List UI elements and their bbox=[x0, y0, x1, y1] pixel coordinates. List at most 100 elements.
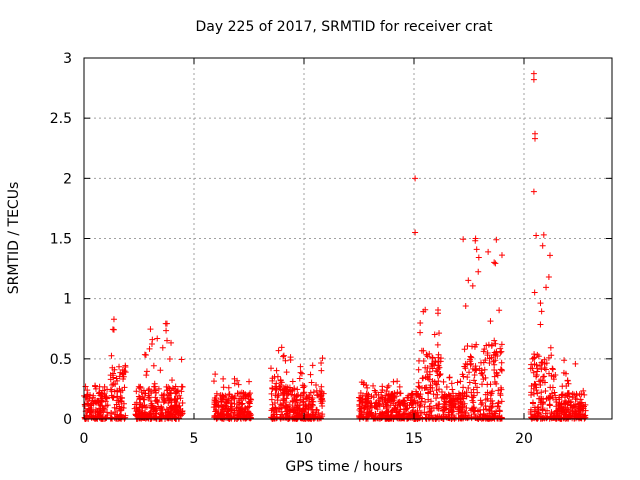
data-point bbox=[316, 387, 323, 394]
data-point bbox=[409, 407, 416, 414]
data-point bbox=[448, 380, 455, 387]
y-tick-label: 0 bbox=[63, 412, 72, 428]
data-point bbox=[114, 411, 121, 418]
data-point bbox=[143, 372, 150, 379]
data-point bbox=[300, 384, 307, 391]
data-point bbox=[459, 390, 466, 397]
data-point bbox=[118, 397, 125, 404]
data-point bbox=[460, 236, 467, 243]
data-point bbox=[157, 367, 164, 374]
data-point bbox=[417, 391, 424, 398]
data-point bbox=[234, 377, 241, 384]
data-point bbox=[553, 399, 560, 406]
data-point bbox=[238, 389, 245, 396]
data-point bbox=[471, 404, 478, 411]
data-point bbox=[225, 411, 232, 418]
data-point bbox=[415, 366, 422, 373]
data-point bbox=[497, 392, 504, 399]
data-point bbox=[474, 389, 481, 396]
chart-title: Day 225 of 2017, SRMTID for receiver cra… bbox=[196, 19, 493, 35]
data-point bbox=[489, 397, 496, 404]
data-point bbox=[88, 400, 95, 407]
data-point bbox=[364, 384, 371, 391]
data-point bbox=[415, 412, 422, 419]
data-point bbox=[293, 396, 300, 403]
data-point bbox=[120, 400, 127, 407]
data-point bbox=[420, 357, 427, 364]
data-point bbox=[297, 397, 304, 404]
data-point bbox=[356, 406, 363, 413]
data-point bbox=[309, 394, 316, 401]
data-point bbox=[287, 387, 294, 394]
data-point bbox=[212, 412, 219, 419]
data-point bbox=[435, 354, 442, 361]
data-point bbox=[111, 366, 118, 373]
data-point bbox=[430, 391, 437, 398]
data-point bbox=[573, 408, 580, 415]
data-point bbox=[470, 399, 477, 406]
data-point bbox=[273, 407, 280, 414]
data-point bbox=[561, 357, 568, 364]
data-point bbox=[423, 351, 430, 358]
data-point bbox=[472, 380, 479, 387]
data-point bbox=[558, 392, 565, 399]
data-point bbox=[481, 366, 488, 373]
data-point bbox=[178, 388, 185, 395]
data-point bbox=[533, 372, 540, 379]
data-point bbox=[538, 359, 545, 366]
data-point bbox=[468, 360, 475, 367]
data-point bbox=[280, 391, 287, 398]
data-point bbox=[475, 254, 482, 261]
data-point bbox=[278, 344, 285, 351]
data-point bbox=[541, 365, 548, 372]
data-point bbox=[379, 387, 386, 394]
data-point bbox=[492, 260, 499, 267]
data-point bbox=[530, 76, 537, 83]
data-point bbox=[565, 390, 572, 397]
y-tick-label: 3 bbox=[63, 51, 72, 67]
data-point bbox=[289, 398, 296, 405]
data-point bbox=[461, 400, 468, 407]
data-point bbox=[246, 411, 253, 418]
data-point bbox=[152, 398, 159, 405]
data-point bbox=[445, 409, 452, 416]
data-point bbox=[364, 406, 371, 413]
data-point bbox=[422, 364, 429, 371]
data-point bbox=[319, 355, 326, 362]
data-point bbox=[460, 384, 467, 391]
data-point bbox=[531, 289, 538, 296]
data-point bbox=[122, 414, 129, 421]
data-point bbox=[486, 406, 493, 413]
data-point bbox=[536, 411, 543, 418]
data-point bbox=[318, 367, 325, 374]
data-point bbox=[496, 408, 503, 415]
data-point bbox=[378, 412, 385, 419]
data-point bbox=[434, 341, 441, 348]
data-point bbox=[301, 389, 308, 396]
data-point bbox=[473, 341, 480, 348]
data-point bbox=[148, 390, 155, 397]
data-point bbox=[498, 359, 505, 366]
data-point bbox=[378, 394, 385, 401]
data-point bbox=[495, 400, 502, 407]
data-point bbox=[314, 415, 321, 422]
y-tick-label: 2 bbox=[63, 171, 72, 187]
data-point bbox=[498, 398, 505, 405]
data-point bbox=[467, 407, 474, 414]
data-point bbox=[546, 394, 553, 401]
data-point bbox=[223, 400, 230, 407]
data-point bbox=[114, 393, 121, 400]
data-point bbox=[563, 406, 570, 413]
data-point bbox=[111, 414, 118, 421]
data-point bbox=[497, 384, 504, 391]
data-point bbox=[416, 384, 423, 391]
data-point bbox=[441, 400, 448, 407]
data-point bbox=[471, 371, 478, 378]
x-tick-label: 5 bbox=[190, 431, 199, 447]
data-point bbox=[491, 361, 498, 368]
data-point bbox=[491, 367, 498, 374]
data-point bbox=[400, 406, 407, 413]
data-point bbox=[299, 392, 306, 399]
data-point bbox=[268, 414, 275, 421]
data-point bbox=[539, 242, 546, 249]
